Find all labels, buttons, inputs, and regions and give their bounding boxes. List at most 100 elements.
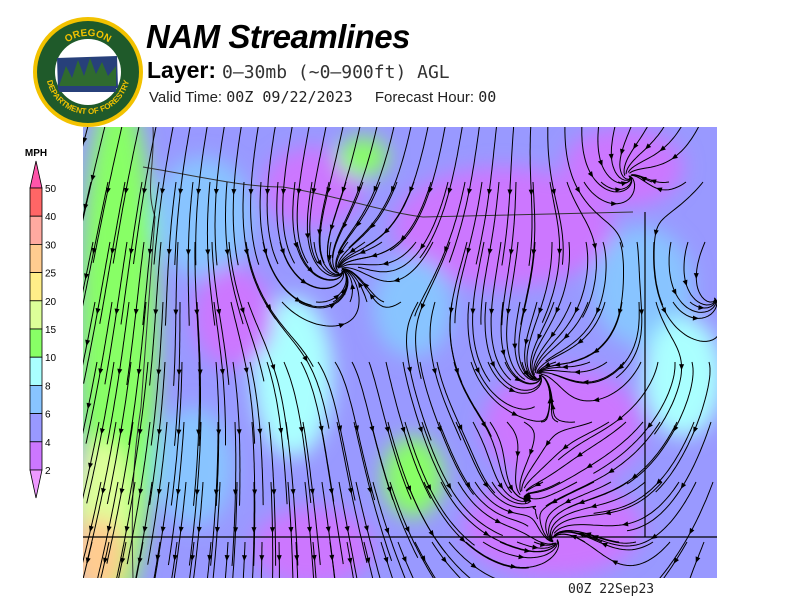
- streamline-arrow: [329, 303, 336, 309]
- streamline-arrow: [190, 554, 196, 562]
- streamline-arrow: [311, 554, 317, 562]
- streamline-arrow: [119, 488, 125, 495]
- streamline: [465, 539, 560, 569]
- colorbar-tick-label: 15: [45, 325, 57, 336]
- streamline-arrow: [133, 308, 139, 316]
- streamline-arrow: [384, 426, 390, 433]
- streamline-arrow: [592, 243, 597, 250]
- streamline-arrow: [555, 307, 561, 314]
- streamline-arrow: [671, 153, 678, 160]
- streamline-arrow: [482, 481, 489, 488]
- streamline-arrow: [693, 273, 699, 280]
- streamline-arrow: [601, 542, 608, 548]
- streamline-arrow: [311, 187, 317, 195]
- streamline-arrow: [647, 422, 653, 429]
- streamline-arrow: [522, 308, 528, 315]
- colorbar-segment: [29, 441, 43, 471]
- colorbar-tick-label: 2: [45, 466, 51, 477]
- streamline-arrow: [682, 279, 688, 287]
- streamline-arrow: [487, 188, 492, 196]
- streamline-arrow: [587, 171, 594, 178]
- streamline-arrow: [483, 530, 490, 536]
- streamline-arrow: [618, 363, 625, 370]
- streamline-arrow: [137, 557, 143, 564]
- streamline-arrow: [523, 369, 530, 377]
- streamline-arrow: [294, 555, 300, 562]
- streamline-arrow: [417, 426, 423, 433]
- colorbar-tick-label: 50: [45, 184, 57, 195]
- streamline-arrow: [369, 293, 376, 300]
- colorbar-max-arrow: [29, 160, 43, 189]
- streamline-arrow: [441, 556, 447, 563]
- streamline-arrow: [86, 402, 92, 410]
- streamline-arrow: [474, 367, 480, 374]
- streamline-arrow: [563, 333, 570, 340]
- streamline-arrow: [178, 188, 184, 195]
- streamline-arrow: [550, 331, 556, 338]
- streamline-arrow: [290, 489, 296, 496]
- streamline-arrow: [329, 554, 335, 561]
- streamline-arrow: [236, 429, 242, 436]
- streamline-arrow: [692, 315, 699, 321]
- streamline-arrow: [596, 307, 601, 314]
- streamline-arrow: [620, 148, 625, 156]
- colorbar-tick-label: 25: [45, 269, 57, 280]
- streamline-arrow: [680, 482, 687, 489]
- streamline-arrow: [510, 563, 517, 569]
- streamline-arrow: [448, 307, 454, 314]
- colorbar-segment: [29, 243, 43, 273]
- streamline-arrow: [508, 387, 516, 392]
- streamline-arrow: [428, 529, 434, 537]
- streamline-arrow: [173, 309, 179, 316]
- streamline-arrow: [512, 343, 518, 350]
- streamline-arrow: [363, 282, 370, 289]
- streamline-arrow: [446, 482, 452, 490]
- streamline-arrow: [537, 333, 543, 341]
- streamline-arrow: [196, 526, 202, 533]
- streamline-arrow: [265, 304, 272, 311]
- wind-speed-colorbar: MPH 50 40 30 25 20 15 10 8 6 4 2: [25, 148, 57, 499]
- streamline-arrow: [597, 159, 603, 167]
- streamline-arrow: [574, 306, 580, 314]
- streamline-arrow: [661, 307, 667, 314]
- streamline-arrow: [205, 249, 211, 256]
- streamline-arrow: [557, 248, 563, 255]
- streamline-arrow: [251, 527, 257, 534]
- streamline-arrow: [544, 361, 551, 367]
- streamline-arrow: [459, 536, 466, 543]
- streamline-arrow: [233, 527, 239, 534]
- streamline-arrow: [431, 368, 437, 375]
- streamline: [338, 481, 358, 578]
- streamline-arrow: [124, 526, 130, 533]
- colorbar-segment: [29, 300, 43, 330]
- streamline-arrow: [328, 488, 334, 495]
- streamline-arrow: [156, 429, 162, 436]
- layer-value: 0–30mb (~0–900ft) AGL: [222, 62, 450, 83]
- streamline-arrow: [401, 556, 407, 563]
- streamline-arrow: [489, 308, 495, 315]
- streamline-arrow: [639, 309, 644, 316]
- streamline-arrow: [576, 451, 583, 458]
- streamline-arrow: [207, 554, 213, 562]
- streamline-arrow: [294, 296, 302, 302]
- streamline-arrow: [276, 555, 282, 562]
- streamline-arrow: [99, 428, 105, 435]
- streamline-arrow: [224, 249, 230, 256]
- streamline-arrow: [359, 248, 366, 254]
- streamline-arrow: [528, 189, 534, 196]
- streamline-arrow: [367, 487, 372, 494]
- streamline: [315, 270, 347, 303]
- page-title: NAM Streamlines: [146, 18, 410, 55]
- forecast-hour-value: 00: [478, 88, 497, 106]
- streamline-arrow: [106, 525, 112, 533]
- streamline-arrow: [166, 249, 172, 256]
- streamline-arrow: [216, 308, 222, 316]
- valid-time-value: 00Z 09/22/2023: [226, 88, 353, 106]
- streamline-arrow: [593, 347, 600, 354]
- streamline-arrow: [616, 415, 623, 421]
- streamline-arrow: [369, 222, 376, 229]
- streamline-arrow: [270, 364, 276, 371]
- streamline-arrow: [671, 288, 677, 296]
- streamline-arrow: [196, 429, 202, 436]
- streamline-arrow: [436, 425, 442, 433]
